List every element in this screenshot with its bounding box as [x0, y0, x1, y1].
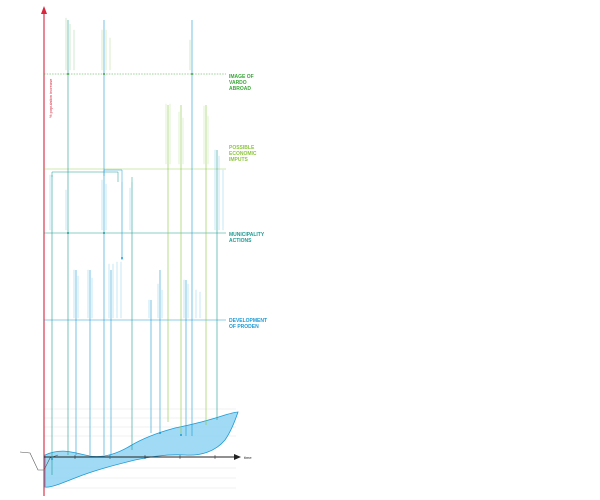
y-axis-title: % population increase: [48, 78, 53, 118]
category-label-economic: POSSIBLE ECONOMIC IMPUTS: [229, 145, 258, 163]
event-marker: [103, 232, 105, 234]
category-label-image: IMAGE OF VARDO ABROAD: [229, 74, 255, 92]
population-area-band: [44, 411, 239, 488]
event-marker: [67, 73, 69, 75]
category-label-development: DEVELOPMENT OF PRODEN: [229, 318, 268, 330]
baseline-trend-line: [19, 451, 59, 471]
event-marker: [159, 432, 161, 434]
event-lines: [51, 20, 218, 475]
y-axis-arrow: [41, 6, 47, 14]
event-marker: [67, 232, 69, 234]
x-axis-ticks: [74, 455, 216, 459]
annotation-texture: [49, 17, 224, 319]
event-marker: [191, 73, 193, 75]
x-axis-title: time: [244, 455, 252, 460]
x-axis-arrow: [234, 454, 241, 460]
event-markers: [51, 73, 193, 460]
event-marker: [180, 434, 182, 436]
category-label-municipality: MUNICIPALITY ACTIONS: [229, 232, 265, 244]
event-marker: [121, 257, 123, 259]
connector-bracket: [51, 171, 119, 182]
event-marker: [51, 458, 53, 460]
category-labels: IMAGE OF VARDO ABROAD POSSIBLE ECONOMIC …: [229, 74, 268, 330]
event-marker: [103, 73, 105, 75]
